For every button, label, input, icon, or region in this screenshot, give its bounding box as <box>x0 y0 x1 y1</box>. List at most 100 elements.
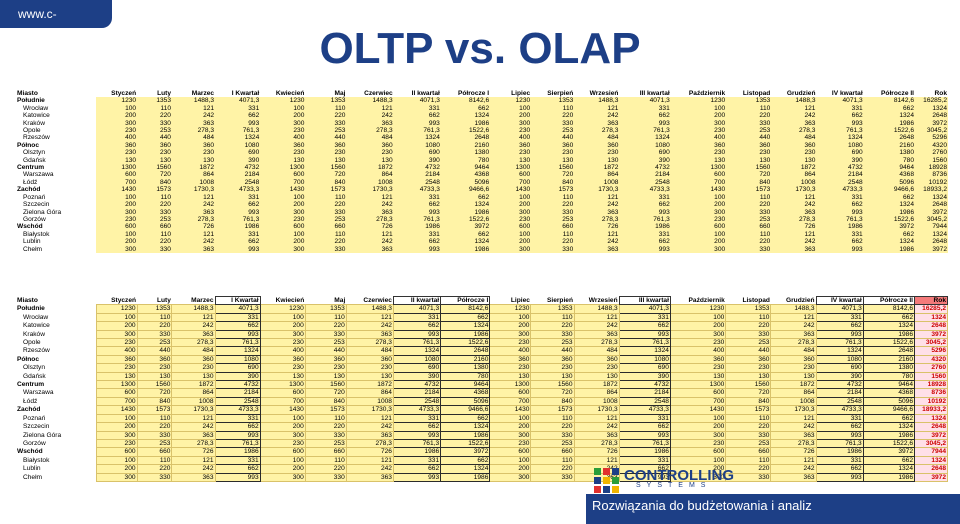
value-cell: 600 <box>260 223 306 231</box>
region-row: Północ 360 360 360 1080 360 360 360 1080 2160 360 3… <box>16 354 948 365</box>
city-label: Poznań <box>23 414 46 422</box>
value-cell: 121 <box>574 193 620 202</box>
value-cell: 2648 <box>914 464 948 474</box>
value-cell: 840 <box>530 396 575 407</box>
value-cell: 400 <box>95 346 138 356</box>
value-cell: 484 <box>171 346 216 356</box>
value-cell: 9464 <box>440 164 491 172</box>
value-cell: 1080 <box>816 141 864 150</box>
value-cell: 278,3 <box>171 127 216 135</box>
value-cell: 253 <box>530 438 575 449</box>
value-cell: 662 <box>440 455 491 466</box>
value-cell: 200 <box>490 112 532 120</box>
value-cell: 1324 <box>215 134 261 142</box>
value-cell: 363 <box>171 119 216 128</box>
column-header: Marzec <box>191 90 215 97</box>
value-cell: 1986 <box>619 223 671 231</box>
value-cell: 4071,3 <box>815 304 864 314</box>
value-cell: 1522,6 <box>863 127 915 135</box>
value-cell: 2648 <box>440 134 491 142</box>
value-cell: 230 <box>670 127 727 135</box>
value-cell: 993 <box>214 472 261 482</box>
column-header: Luty <box>157 90 171 97</box>
value-cell: 200 <box>95 464 138 474</box>
value-cell: 253 <box>305 215 347 224</box>
value-cell: 253 <box>726 215 772 224</box>
value-cell: 100 <box>670 230 727 239</box>
value-cell: 331 <box>619 230 671 239</box>
value-cell: 720 <box>531 171 575 179</box>
value-cell: 7944 <box>915 223 948 231</box>
city-row: Katowice 200 220 242 662 200 220 242 662 1324 200 2… <box>16 321 948 331</box>
value-cell: 220 <box>304 464 347 474</box>
city-label: Katowice <box>23 322 50 330</box>
value-cell: 363 <box>346 208 394 216</box>
site-url-tag[interactable]: www.c-systems.pl <box>0 0 112 49</box>
value-cell: 8142,6 <box>863 97 915 105</box>
region-label: Zachód <box>17 406 41 414</box>
value-cell: 330 <box>305 208 347 216</box>
value-cell: 278,3 <box>770 338 817 348</box>
value-cell: 121 <box>573 413 620 424</box>
value-cell: 230 <box>304 363 347 373</box>
value-cell: 1573 <box>136 405 173 415</box>
value-cell: 360 <box>95 354 138 365</box>
value-cell: 121 <box>574 230 620 239</box>
value-cell: 1522,6 <box>862 438 916 449</box>
column-header: II kwartał <box>392 295 442 306</box>
value-cell: 662 <box>815 321 864 331</box>
value-cell: 4733,3 <box>393 186 441 194</box>
column-header: Kwiecień <box>275 296 305 304</box>
city-row: Opole 230 253 278,3 761,3 230 253 278,3 761,3 152… <box>16 127 948 135</box>
value-cell: 1560 <box>304 380 347 390</box>
value-cell: 720 <box>530 388 575 398</box>
value-cell: 242 <box>346 201 394 209</box>
value-cell: 761,3 <box>816 127 864 135</box>
value-cell: 331 <box>393 104 441 113</box>
value-cell: 1986 <box>440 208 491 216</box>
value-cell: 1300 <box>96 164 138 172</box>
value-cell: 1324 <box>816 134 864 142</box>
value-cell: 484 <box>771 134 817 142</box>
value-cell: 363 <box>345 329 394 340</box>
value-cell: 2184 <box>215 171 261 179</box>
value-cell: 700 <box>95 396 138 407</box>
value-cell: 330 <box>726 208 772 216</box>
value-cell: 230 <box>670 149 727 157</box>
value-cell: 242 <box>573 422 620 432</box>
value-cell: 200 <box>669 422 727 432</box>
value-cell: 1573 <box>531 186 575 194</box>
value-cell: 200 <box>260 238 306 246</box>
value-cell: 440 <box>725 346 772 356</box>
value-cell: 200 <box>490 201 532 209</box>
value-cell: 3972 <box>914 329 948 340</box>
value-cell: 278,3 <box>574 127 620 135</box>
value-cell: 1353 <box>136 304 173 314</box>
region-row: Północ 360 360 360 1080 360 360 360 1080 2160 360 3… <box>16 141 948 150</box>
value-cell: 363 <box>171 430 216 440</box>
value-cell: 600 <box>669 388 727 398</box>
value-cell: 4071,3 <box>619 97 671 105</box>
value-cell: 761,3 <box>392 438 442 449</box>
value-cell: 1430 <box>95 405 138 415</box>
city-row: Szczecin 200 220 242 662 200 220 242 662 1324 200 2… <box>16 201 948 209</box>
value-cell: 331 <box>816 104 864 113</box>
value-cell: 130 <box>489 371 532 382</box>
value-cell: 4733,3 <box>619 186 671 194</box>
city-row: Białystok 100 110 121 331 100 110 121 331 662 100 1… <box>16 230 948 239</box>
value-cell: 360 <box>573 354 620 365</box>
value-cell: 18933,2 <box>914 405 948 415</box>
value-cell: 4732 <box>392 380 442 390</box>
value-cell: 363 <box>771 245 817 253</box>
value-cell: 330 <box>531 208 575 216</box>
value-cell: 1008 <box>171 178 216 187</box>
value-cell: 1872 <box>574 164 620 172</box>
value-cell: 300 <box>490 245 532 253</box>
value-cell: 600 <box>489 388 532 398</box>
value-cell: 993 <box>393 245 441 253</box>
value-cell: 4733,3 <box>815 405 864 415</box>
value-cell: 780 <box>862 371 916 382</box>
value-cell: 330 <box>304 430 347 440</box>
value-cell: 400 <box>259 346 306 356</box>
value-cell: 300 <box>489 329 532 340</box>
